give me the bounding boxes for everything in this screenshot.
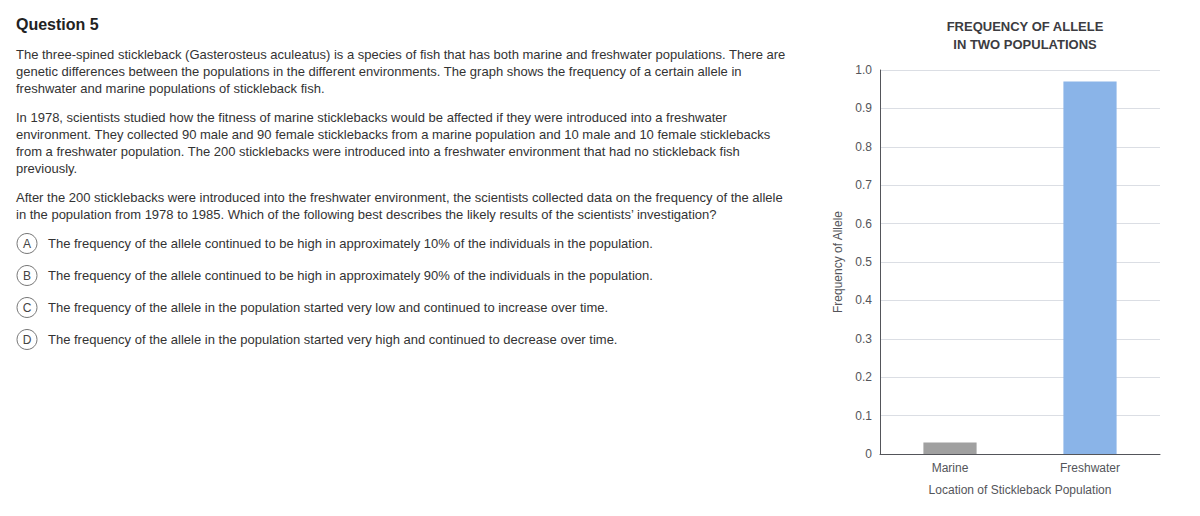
svg-text:0.6: 0.6 xyxy=(855,217,872,231)
svg-text:0.3: 0.3 xyxy=(855,332,872,346)
svg-text:After the 200 sticklebacks wer: After the 200 sticklebacks were introduc… xyxy=(16,190,783,205)
svg-text:In 1978, scientists studied ho: In 1978, scientists studied how the fitn… xyxy=(16,110,727,125)
svg-text:freshwater and marine populati: freshwater and marine populations of sti… xyxy=(16,81,325,96)
svg-text:Marine: Marine xyxy=(932,461,969,475)
svg-text:The frequency of the allele co: The frequency of the allele continued to… xyxy=(48,236,653,251)
svg-text:0.7: 0.7 xyxy=(855,178,872,192)
svg-text:A: A xyxy=(23,237,31,251)
svg-text:The three-spined stickleback (: The three-spined stickleback (Gasteroste… xyxy=(16,47,785,62)
svg-text:B: B xyxy=(23,269,31,283)
svg-text:IN TWO POPULATIONS: IN TWO POPULATIONS xyxy=(953,37,1097,52)
svg-text:Freshwater: Freshwater xyxy=(1060,461,1120,475)
svg-text:0.9: 0.9 xyxy=(855,101,872,115)
svg-text:The frequency of the allele co: The frequency of the allele continued to… xyxy=(48,268,653,283)
svg-text:from a freshwater population.: from a freshwater population. The 200 st… xyxy=(16,144,740,159)
svg-text:1.0: 1.0 xyxy=(855,63,872,77)
svg-text:0.5: 0.5 xyxy=(855,255,872,269)
svg-text:0: 0 xyxy=(865,447,872,461)
svg-text:genetic differences between th: genetic differences between the populati… xyxy=(16,64,742,79)
svg-text:0.2: 0.2 xyxy=(855,370,872,384)
svg-text:0.4: 0.4 xyxy=(855,293,872,307)
svg-text:0.1: 0.1 xyxy=(855,409,872,423)
svg-text:C: C xyxy=(23,301,32,315)
svg-text:Question 5: Question 5 xyxy=(16,16,99,33)
svg-text:in the population from 1978 to: in the population from 1978 to 1985. Whi… xyxy=(16,207,716,222)
svg-text:The frequency of the allele in: The frequency of the allele in the popul… xyxy=(48,300,608,315)
svg-text:D: D xyxy=(23,333,32,347)
svg-text:The frequency of the allele in: The frequency of the allele in the popul… xyxy=(48,332,617,347)
svg-text:previously.: previously. xyxy=(16,161,77,176)
svg-text:Location of Stickleback Popula: Location of Stickleback Population xyxy=(929,483,1112,497)
svg-text:0.8: 0.8 xyxy=(855,140,872,154)
svg-text:environment. They collected 90: environment. They collected 90 male and … xyxy=(16,127,771,142)
svg-text:FREQUENCY OF ALLELE: FREQUENCY OF ALLELE xyxy=(947,19,1104,34)
svg-text:Frequency of Allele: Frequency of Allele xyxy=(831,211,845,313)
